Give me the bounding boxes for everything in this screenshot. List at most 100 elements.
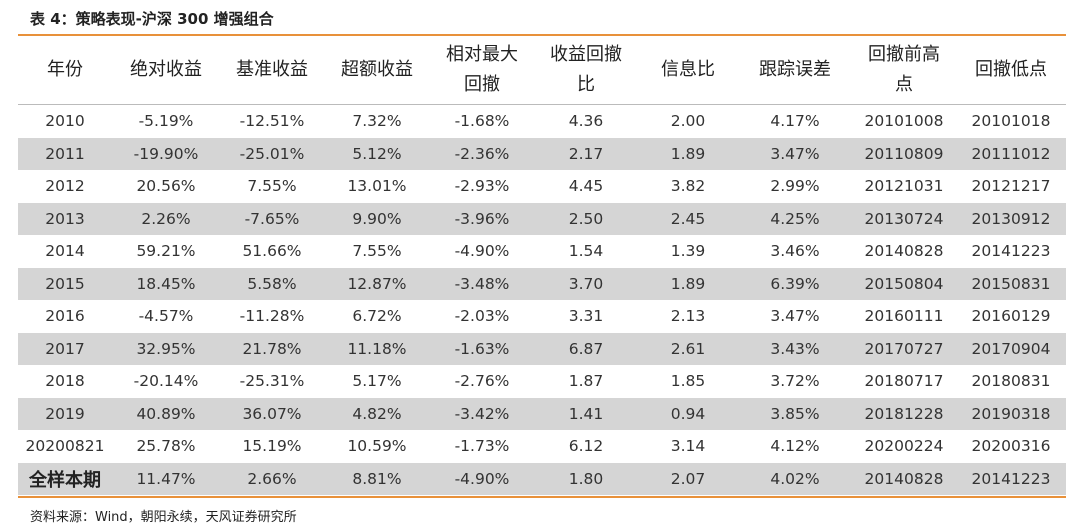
table-cell: 20160111 (864, 307, 944, 326)
column-header: 回撤低点 (956, 36, 1066, 105)
table-cell: 20130912 (956, 202, 1066, 235)
table-cell: 2014 (45, 242, 85, 261)
table-cell: 2010 (45, 112, 85, 131)
table-cell: 25.78% (136, 437, 196, 456)
table-cell: 7.55% (247, 177, 297, 196)
table-cell: 5.58% (220, 267, 324, 300)
table-cell: 3.46% (770, 242, 820, 261)
table-cell: 3.47% (770, 307, 820, 326)
table-cell: 2.00 (670, 112, 706, 131)
table-cell: 20170727 (852, 332, 956, 365)
table-cell: 20170904 (956, 332, 1066, 365)
table-cell: 20110809 (852, 137, 956, 170)
table-cell: 20121031 (864, 177, 944, 196)
table-cell: -20.14% (133, 372, 199, 391)
table-cell: 40.89% (112, 397, 220, 430)
table-cell: 4.25% (738, 202, 852, 235)
table-cell: 2017 (18, 332, 112, 365)
summary-cell: 1.80 (534, 462, 638, 495)
table-cell: 20160129 (971, 307, 1051, 326)
table-cell: 1.54 (568, 242, 604, 261)
table-row: 2019 40.89% 36.07% 4.82% -3.42% 1.41 0.94 3.85%… (18, 397, 1066, 430)
table-row: 2018 -20.14% -25.31% 5.17% -2.76% 1.87 1.85 3.7… (18, 365, 1066, 398)
table-cell: 2015 (18, 267, 112, 300)
table-cell: 20150831 (956, 267, 1066, 300)
table-cell: 2019 (18, 397, 112, 430)
table-cell: 20101008 (864, 112, 944, 131)
table-cell: 20101018 (971, 112, 1051, 131)
header-row: 年份 绝对收益 基准收益 超额收益 相对最大 回撤 收益回撤比信息比 跟踪误差 回撤前高点回撤低… (18, 36, 1066, 105)
performance-table: 年份 绝对收益 基准收益 超额收益 相对最大 回撤 收益回撤比信息比 跟踪误差 回撤前高点回撤低… (18, 36, 1066, 495)
table-cell: -5.19% (138, 112, 194, 131)
table-row: 2017 32.95% 21.78% 11.18% -1.63% 6.87 2.61 3.43… (18, 332, 1066, 365)
summary-cell: -4.90% (430, 462, 534, 495)
table-cell: 0.94 (638, 397, 738, 430)
table-cell: -4.90% (454, 242, 510, 261)
table-cell: 2.26% (112, 202, 220, 235)
summary-cell: 20140828 (852, 462, 956, 495)
table-cell: 2.99% (770, 177, 820, 196)
table-cell: 3.43% (738, 332, 852, 365)
summary-cell: 4.02% (738, 462, 852, 495)
summary-cell: 20141223 (956, 462, 1066, 495)
table-cell: 20200224 (864, 437, 944, 456)
table-body: 2010 -5.19% -12.51% 7.32% -1.68% 4.36 2.00 4.17… (18, 105, 1066, 495)
table-cell: -2.76% (454, 372, 510, 391)
table-cell: 2.13 (670, 307, 706, 326)
table-cell: -2.93% (454, 177, 510, 196)
summary-label: 全样本期 (18, 462, 112, 495)
column-header: 信息比 (638, 36, 738, 105)
column-header: 基准收益 (220, 36, 324, 105)
table-cell: 1.85 (670, 372, 706, 391)
bottom-rule (18, 496, 1066, 498)
table-cell: 11.18% (324, 332, 430, 365)
table-cell: 3.47% (738, 137, 852, 170)
table-cell: 3.82 (670, 177, 706, 196)
table-cell: 20200316 (971, 437, 1051, 456)
table-cell: -4.57% (138, 307, 194, 326)
table-cell: -12.51% (239, 112, 305, 131)
column-header: 绝对收益 (112, 36, 220, 105)
column-header: 回撤前高点 (852, 36, 956, 105)
column-header: 超额收益 (324, 36, 430, 105)
table-cell: 3.14 (670, 437, 706, 456)
table-cell: -7.65% (220, 202, 324, 235)
table-cell: 36.07% (220, 397, 324, 430)
summary-cell: 11.47% (112, 462, 220, 495)
table-cell: 2016 (45, 307, 85, 326)
table-cell: 21.78% (220, 332, 324, 365)
table-cell: 20181228 (852, 397, 956, 430)
table-cell: 3.31 (568, 307, 604, 326)
table-cell: 6.87 (534, 332, 638, 365)
table-cell: 20150804 (852, 267, 956, 300)
table-cell: 20111012 (956, 137, 1066, 170)
table-cell: 2.50 (534, 202, 638, 235)
table-row: 2015 18.45% 5.58% 12.87% -3.48% 3.70 1.89 6.39%… (18, 267, 1066, 300)
table-cell: 1.89 (638, 137, 738, 170)
table-cell: -1.73% (454, 437, 510, 456)
summary-cell: 2.07 (638, 462, 738, 495)
table-cell: 12.87% (324, 267, 430, 300)
table-row: 2011 -19.90% -25.01% 5.12% -2.36% 2.17 1.89 3.4… (18, 137, 1066, 170)
table-row: 20200821 25.78% 15.19% 10.59% -1.73% 6.12 3.14… (18, 430, 1066, 463)
source-note: 资料来源：Wind，朝阳永续，天风证券研究所 (30, 510, 297, 525)
table-cell: 3.72% (770, 372, 820, 391)
table-cell: 2011 (18, 137, 112, 170)
table-cell: -3.42% (430, 397, 534, 430)
table-cell: 4.45 (568, 177, 604, 196)
table-cell: 1.41 (534, 397, 638, 430)
table-cell: 2012 (45, 177, 85, 196)
table-cell: 3.70 (534, 267, 638, 300)
summary-cell: 8.81% (324, 462, 430, 495)
table-cell: -19.90% (112, 137, 220, 170)
table-cell: 4.36 (568, 112, 604, 131)
table-cell: 20140828 (864, 242, 944, 261)
table-cell: 2.45 (638, 202, 738, 235)
summary-row: 全样本期 11.47% 2.66% 8.81% -4.90% 1.80 2.07 4.02% 2… (18, 462, 1066, 495)
table-cell: 2018 (45, 372, 85, 391)
column-header: 收益回撤比 (534, 36, 638, 105)
table-cell: -2.36% (430, 137, 534, 170)
table-cell: 20190318 (956, 397, 1066, 430)
column-header: 跟踪误差 (738, 36, 852, 105)
table-cell: 18.45% (112, 267, 220, 300)
